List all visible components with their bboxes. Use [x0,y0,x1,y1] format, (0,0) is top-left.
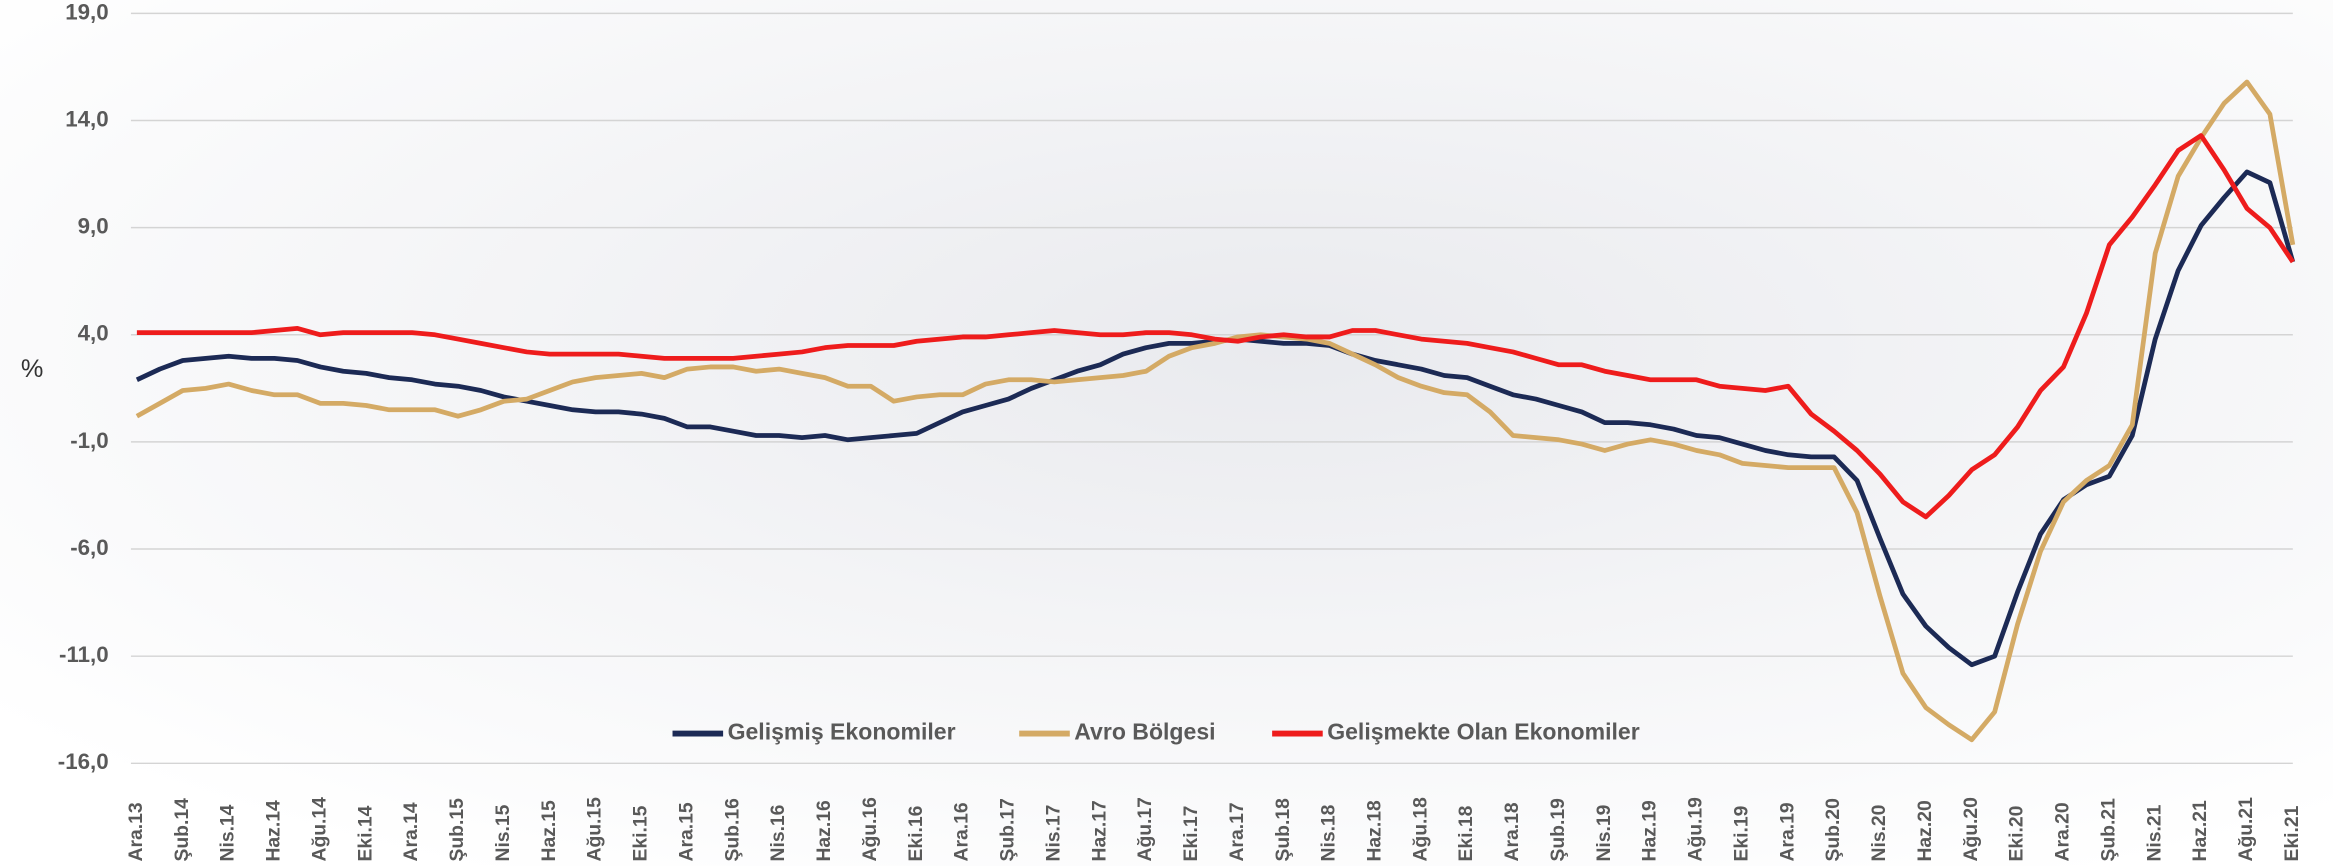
x-tick-label: Eki.16 [905,805,927,861]
x-tick-label: Eki.21 [2281,805,2303,861]
y-tick-label: 4,0 [78,321,109,346]
x-tick-label: Eki.19 [1730,805,1752,861]
x-tick-label: Haz.16 [813,800,835,861]
y-tick-label: 19,0 [65,0,108,24]
x-tick-label: Ara.16 [951,802,973,861]
x-tick-label: Şub.15 [446,798,468,862]
x-tick-label: Haz.21 [2189,800,2211,861]
x-tick-label: Nis.15 [492,804,514,861]
x-tick-label: Nis.19 [1593,804,1615,861]
x-tick-label: Ağu.21 [2235,797,2257,862]
x-tick-label: Ağu.15 [584,797,606,862]
x-tick-label: Ara.18 [1501,802,1523,861]
x-tick-label: Nis.21 [2143,804,2165,861]
x-tick-label: Ara.17 [1226,802,1248,861]
x-tick-label: Şub.19 [1547,798,1569,862]
legend-label: Avro Bölgesi [1074,719,1215,745]
y-tick-label: -11,0 [59,642,109,667]
y-axis-label: % [21,355,43,383]
x-tick-label: Ara.15 [675,802,697,861]
x-tick-label: Ara.20 [2052,802,2074,861]
x-tick-label: Haz.15 [538,800,560,861]
x-tick-label: Şub.20 [1822,798,1844,861]
series-line [135,79,2296,743]
x-tick-label: Haz.18 [1364,800,1386,861]
x-tick-label: Ara.13 [125,802,147,861]
x-tick-label: Eki.18 [1455,805,1477,861]
x-tick-label: Haz.20 [1914,800,1936,861]
y-tick-label: 9,0 [78,214,109,239]
x-tick-label: Şub.16 [721,798,743,862]
x-tick-label: Ara.14 [400,802,422,861]
x-tick-label: Ağu.18 [1409,797,1431,862]
x-tick-label: Şub.17 [997,798,1019,861]
x-tick-label: Şub.21 [2097,798,2119,862]
x-tick-label: Haz.14 [263,800,285,861]
x-tick-label: Eki.15 [630,805,652,861]
y-tick-label: -16,0 [58,749,109,774]
x-tick-label: Nis.20 [1868,805,1890,862]
x-tick-label: Haz.19 [1639,800,1661,861]
x-tick-label: Eki.17 [1180,806,1202,862]
x-tick-label: Nis.17 [1042,805,1064,862]
x-tick-label: Ağu.14 [308,797,330,862]
x-tick-label: Nis.16 [767,804,789,861]
x-tick-label: Eki.20 [2006,806,2028,862]
legend-label: Gelişmekte Olan Ekonomiler [1327,719,1640,745]
x-tick-label: Ağu.17 [1134,797,1156,861]
x-tick-label: Ağu.20 [1960,797,1982,861]
series-line [136,133,2295,520]
x-tick-label: Şub.18 [1272,798,1294,862]
x-tick-label: Ağu.16 [859,797,881,862]
x-tick-label: Eki.14 [354,805,376,861]
x-tick-label: Nis.14 [217,804,239,861]
x-tick-label: Haz.17 [1088,800,1110,861]
x-tick-label: Nis.18 [1318,804,1340,861]
x-tick-label: Şub.14 [171,798,193,862]
y-tick-label: -6,0 [70,535,108,560]
y-tick-label: -1,0 [70,428,108,453]
legend-label: Gelişmiş Ekonomiler [728,719,956,745]
y-tick-label: 14,0 [65,106,108,131]
x-tick-label: Ara.19 [1776,802,1798,861]
x-tick-label: Ağu.19 [1685,797,1707,862]
